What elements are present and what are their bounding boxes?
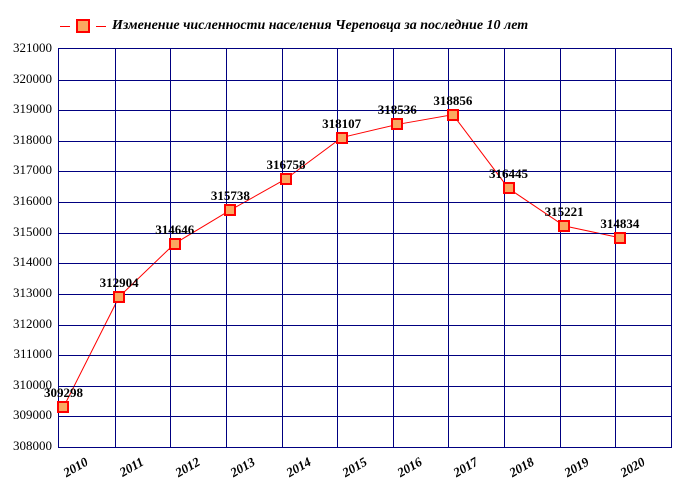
y-axis-label: 317000 [0, 162, 52, 178]
x-axis-label: 2012 [172, 454, 203, 481]
x-axis-label: 2018 [506, 454, 537, 481]
series-line [59, 49, 671, 447]
gridline-h [59, 386, 671, 387]
legend: Изменение численности населения Череповц… [60, 18, 528, 34]
gridline-h [59, 263, 671, 264]
gridline-v [560, 49, 561, 447]
data-label: 318536 [378, 102, 417, 118]
y-axis-label: 310000 [0, 377, 52, 393]
gridline-v [282, 49, 283, 447]
y-axis-label: 308000 [0, 438, 52, 454]
x-axis-label: 2011 [117, 454, 147, 481]
data-label: 316445 [489, 166, 528, 182]
x-axis-label: 2019 [562, 454, 593, 481]
legend-line-left [60, 26, 70, 27]
data-label: 316758 [266, 157, 305, 173]
data-label: 315221 [545, 204, 584, 220]
data-point [558, 220, 570, 232]
gridline-v [226, 49, 227, 447]
x-axis-label: 2014 [283, 454, 314, 481]
data-point [336, 132, 348, 144]
x-axis-label: 2013 [228, 454, 259, 481]
x-axis-label: 2010 [61, 454, 92, 481]
legend-marker [76, 19, 90, 33]
legend-line-right [96, 26, 106, 27]
gridline-h [59, 325, 671, 326]
y-axis-label: 319000 [0, 101, 52, 117]
data-label: 314646 [155, 222, 194, 238]
y-axis-label: 316000 [0, 193, 52, 209]
gridline-h [59, 233, 671, 234]
gridline-h [59, 355, 671, 356]
gridline-h [59, 171, 671, 172]
gridline-v [337, 49, 338, 447]
data-label: 314834 [600, 216, 639, 232]
y-axis-label: 312000 [0, 316, 52, 332]
x-axis-label: 2016 [395, 454, 426, 481]
data-point [57, 401, 69, 413]
y-axis-label: 318000 [0, 132, 52, 148]
y-axis-label: 311000 [0, 346, 52, 362]
legend-text: Изменение численности населения Череповц… [112, 18, 528, 34]
y-axis-label: 320000 [0, 71, 52, 87]
x-axis-label: 2020 [617, 454, 648, 481]
gridline-v [504, 49, 505, 447]
y-axis-label: 315000 [0, 224, 52, 240]
data-label: 315738 [211, 188, 250, 204]
gridline-h [59, 294, 671, 295]
data-label: 318856 [433, 93, 472, 109]
data-point [113, 291, 125, 303]
y-axis-label: 321000 [0, 40, 52, 56]
gridline-h [59, 416, 671, 417]
data-point [503, 182, 515, 194]
data-label: 312904 [100, 275, 139, 291]
data-point [614, 232, 626, 244]
chart-container: Изменение численности населения Череповц… [0, 0, 680, 500]
x-axis-label: 2017 [450, 454, 481, 481]
y-axis-label: 314000 [0, 254, 52, 270]
y-axis-label: 313000 [0, 285, 52, 301]
gridline-v [115, 49, 116, 447]
data-point [447, 109, 459, 121]
y-axis-label: 309000 [0, 407, 52, 423]
data-point [391, 118, 403, 130]
gridline-v [615, 49, 616, 447]
gridline-h [59, 110, 671, 111]
gridline-h [59, 80, 671, 81]
data-point [280, 173, 292, 185]
gridline-h [59, 141, 671, 142]
data-label: 318107 [322, 116, 361, 132]
data-point [224, 204, 236, 216]
x-axis-label: 2015 [339, 454, 370, 481]
plot-area: 3092983129043146463157383167583181073185… [58, 48, 672, 448]
gridline-h [59, 202, 671, 203]
data-point [169, 238, 181, 250]
